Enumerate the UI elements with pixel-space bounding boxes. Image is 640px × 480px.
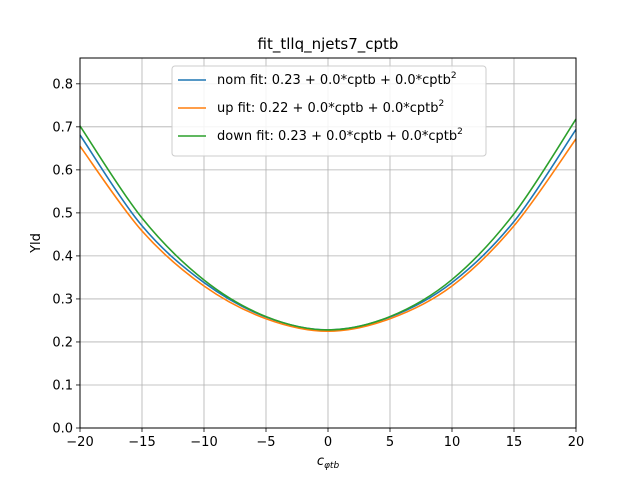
legend-entry-nom-fit: nom fit: 0.23 + 0.0*cptb + 0.0*cptb2 [217, 71, 457, 88]
legend-box [171, 65, 487, 157]
y-tick-label: 0.5 [52, 206, 73, 221]
y-tick-label: 0.4 [52, 249, 73, 264]
legend-entry-label: nom fit: 0.23 + 0.0*cptb + 0.0*cptb [217, 73, 451, 88]
y-tick-label: 0.7 [52, 120, 73, 135]
series-up-fit-line [79, 138, 577, 333]
x-axis-label-subscript: φtb [324, 461, 339, 471]
chart-title: fit_tllq_njets7_cptb [258, 35, 399, 54]
y-tick-label: 0.2 [52, 335, 73, 350]
x-axis-label: cφtb [317, 454, 340, 471]
legend-entry-superscript: 2 [457, 127, 463, 137]
y-tick-label: 0.8 [52, 77, 73, 92]
x-tick-label: −20 [66, 435, 93, 450]
x-tick-label: −10 [190, 435, 217, 450]
legend-entry-superscript: 2 [451, 71, 457, 81]
legend-entry-up-fit: up fit: 0.22 + 0.0*cptb + 0.0*cptb2 [217, 99, 444, 116]
x-tick-label: −15 [128, 435, 155, 450]
x-tick-label: 0 [324, 435, 332, 450]
x-tick-label: 20 [568, 435, 585, 450]
y-tick-label: 0.0 [52, 422, 73, 437]
legend-entry-down-fit: down fit: 0.23 + 0.0*cptb + 0.0*cptb2 [217, 127, 463, 144]
x-tick-label: 15 [506, 435, 523, 450]
legend-entry-label: down fit: 0.23 + 0.0*cptb + 0.0*cptb [217, 129, 457, 144]
ticks: −20 −15 −10 −5 0 5 10 15 20 0.0 0.1 0.2 0.3 0.4 0.5 0.6… [52, 77, 584, 450]
x-tick-label: 10 [444, 435, 461, 450]
y-tick-label: 0.1 [52, 378, 73, 393]
y-tick-label: 0.3 [52, 292, 73, 307]
x-axis-label-main: c [317, 454, 324, 469]
series-down-fit-line [79, 118, 577, 331]
y-axis-label: Yld [29, 233, 44, 254]
y-tick-label: 0.6 [52, 163, 73, 178]
legend-entry-superscript: 2 [439, 99, 445, 109]
legend-entry-label: up fit: 0.22 + 0.0*cptb + 0.0*cptb [217, 101, 439, 116]
x-tick-label: −5 [256, 435, 275, 450]
x-tick-label: 5 [386, 435, 394, 450]
series-layer [79, 118, 577, 333]
